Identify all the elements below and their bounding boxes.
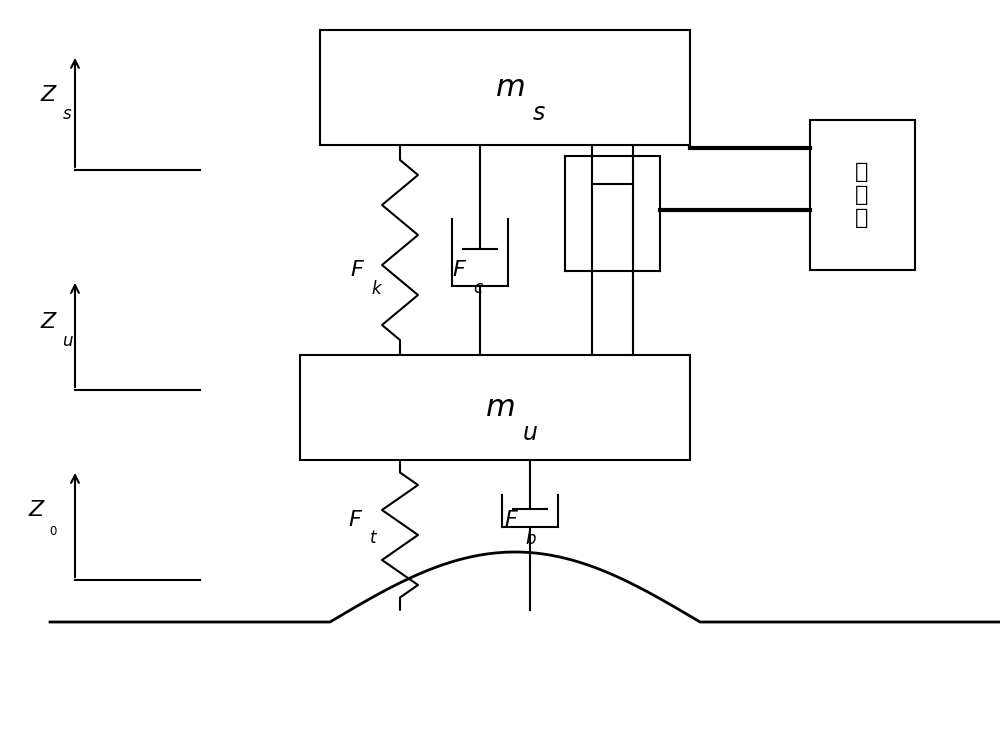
- Text: $u$: $u$: [62, 333, 74, 350]
- Text: $t$: $t$: [369, 530, 378, 547]
- Text: $m$: $m$: [495, 72, 525, 104]
- Text: $s$: $s$: [62, 106, 72, 123]
- Text: $c$: $c$: [473, 280, 484, 297]
- Text: $Z$: $Z$: [28, 499, 46, 521]
- Text: $F$: $F$: [348, 509, 364, 531]
- Text: $Z$: $Z$: [40, 84, 58, 106]
- Text: $b$: $b$: [525, 530, 537, 548]
- Text: $s$: $s$: [532, 102, 546, 125]
- Text: $F$: $F$: [350, 259, 366, 281]
- Bar: [320, 30, 690, 145]
- Bar: [810, 120, 915, 270]
- Text: $k$: $k$: [371, 280, 383, 298]
- Text: $Z$: $Z$: [40, 311, 58, 333]
- Text: $u$: $u$: [522, 422, 538, 445]
- Text: 伺
服
阀: 伺 服 阀: [855, 162, 869, 228]
- Bar: [300, 355, 690, 460]
- Text: $F$: $F$: [504, 509, 520, 531]
- Text: $_0$: $_0$: [49, 521, 58, 538]
- Text: $m$: $m$: [485, 393, 515, 423]
- Text: $F$: $F$: [452, 259, 468, 281]
